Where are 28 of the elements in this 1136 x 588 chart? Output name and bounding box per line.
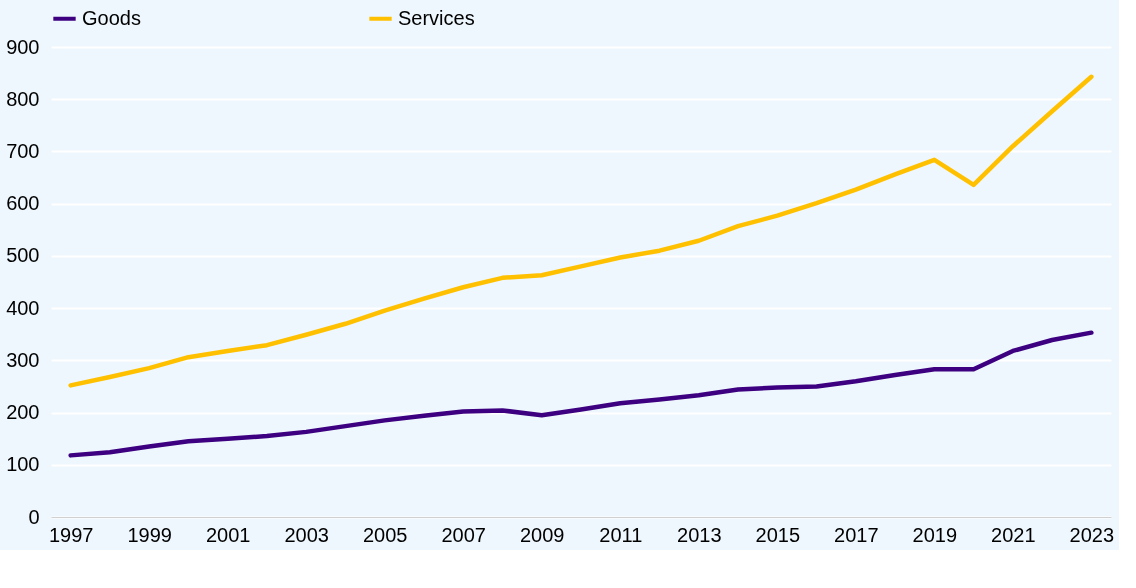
- x-tick-label: 2015: [755, 523, 801, 546]
- y-tick-label: 400: [6, 296, 40, 319]
- x-tick-label: 2007: [441, 523, 486, 546]
- x-tick-label: 2023: [1069, 523, 1115, 546]
- y-tick-label: 200: [6, 401, 40, 424]
- y-tick-label: 600: [6, 192, 40, 215]
- x-tick-label: 2001: [205, 523, 251, 546]
- x-tick-label: 1999: [127, 523, 172, 546]
- legend-label: Goods: [82, 6, 141, 29]
- y-tick-label: 0: [28, 505, 40, 528]
- y-tick-label: 300: [6, 348, 40, 371]
- x-tick-label: 2009: [519, 523, 565, 546]
- x-tick-label: 2017: [834, 523, 879, 546]
- x-tick-label: 2019: [912, 523, 958, 546]
- y-tick-label: 500: [6, 244, 40, 267]
- x-tick-label: 2011: [599, 523, 643, 546]
- x-tick-label: 2013: [677, 523, 722, 546]
- line-series: [68, 330, 1094, 458]
- x-tick-label: 2005: [362, 523, 408, 546]
- legend-label: Services: [398, 6, 475, 29]
- x-tick-label: 1997: [48, 523, 94, 546]
- x-tick-label: 2003: [284, 523, 329, 546]
- line-series: [68, 74, 1094, 388]
- y-tick-label: 800: [6, 87, 40, 110]
- x-tick-label: 2021: [991, 523, 1036, 546]
- y-tick-label: 900: [6, 35, 40, 58]
- y-tick-label: 100: [6, 453, 40, 476]
- y-tick-label: 700: [6, 139, 40, 162]
